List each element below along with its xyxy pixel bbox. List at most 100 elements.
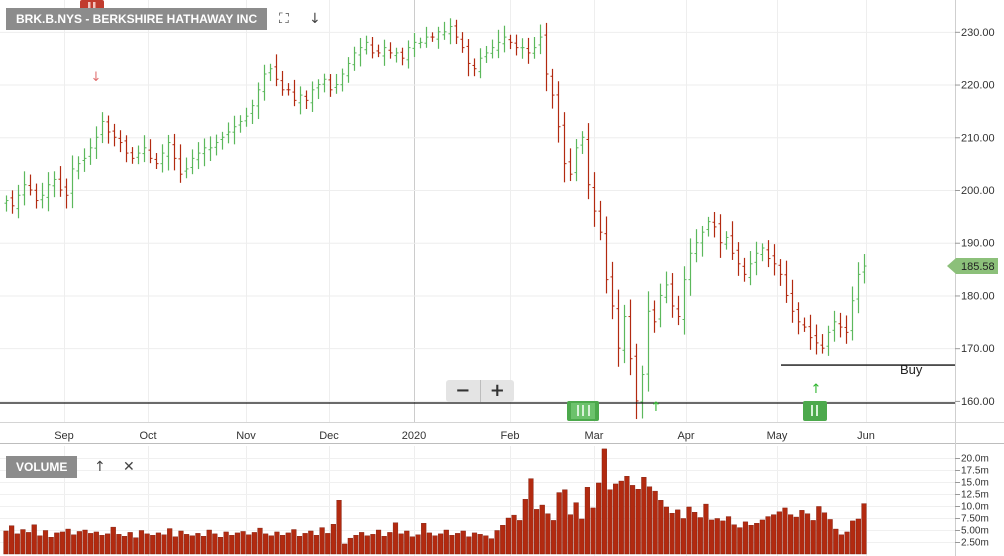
volume-bar — [714, 518, 720, 555]
volume-bar — [105, 533, 111, 555]
volume-bar — [48, 537, 54, 555]
buy-arrow-marker: ↑ — [651, 400, 662, 415]
y-tick-label: 230.00 — [961, 27, 995, 39]
volume-bar — [200, 536, 207, 555]
x-tick-label: May — [767, 430, 788, 442]
volume-bar — [172, 536, 178, 555]
volume-bar — [692, 512, 698, 555]
buy-line-label: Buy — [900, 362, 923, 377]
zoom-in-button[interactable]: + — [479, 380, 515, 402]
volume-bar — [381, 536, 387, 555]
volume-bar — [652, 490, 658, 555]
volume-bar — [82, 529, 88, 555]
volume-bar — [387, 532, 393, 555]
arrow-up-icon[interactable]: ↑ — [94, 459, 106, 475]
volume-bar — [709, 519, 715, 555]
volume-bar — [658, 500, 664, 555]
x-tick-label: Apr — [677, 430, 694, 442]
volume-bar — [274, 531, 280, 555]
zoom-control[interactable]: − + — [446, 380, 514, 402]
price-plot-area — [0, 0, 955, 442]
arrow-down-icon[interactable]: ↓ — [309, 11, 321, 27]
volume-bar — [432, 535, 438, 555]
volume-bar — [392, 522, 399, 555]
volume-bar — [234, 532, 240, 555]
volume-bar — [562, 489, 568, 555]
volume-bar — [675, 509, 681, 555]
volume-bar — [731, 524, 737, 555]
volume-bar — [460, 530, 466, 555]
volume-bar — [782, 507, 788, 555]
volume-bar — [641, 477, 647, 555]
volume-bar — [567, 514, 574, 555]
volume-bar — [364, 535, 370, 555]
symbol-label[interactable]: BRK.B.NYS - BERKSHIRE HATHAWAY INC — [6, 8, 268, 30]
volume-bar — [742, 521, 749, 555]
y-tick-label: 160.00 — [961, 396, 995, 408]
y-tick-label: 210.00 — [961, 132, 995, 144]
volume-bar — [607, 489, 613, 555]
volume-bar — [720, 520, 726, 555]
volume-y-tick-label: 20.0m — [961, 454, 989, 465]
volume-bar — [415, 534, 421, 555]
volume-label[interactable]: VOLUME — [6, 456, 78, 478]
volume-bar — [505, 517, 511, 555]
volume-bar — [161, 534, 167, 555]
volume-bar — [347, 537, 353, 555]
volume-bar — [438, 533, 444, 555]
volume-bar — [93, 531, 99, 555]
volume-bar — [511, 514, 517, 555]
volume-y-tick-label: 10.0m — [961, 502, 989, 513]
volume-bar — [342, 543, 348, 555]
x-tick-label: Jun — [857, 430, 875, 442]
volume-bar — [793, 516, 799, 555]
volume-bar — [330, 524, 336, 555]
volume-bar — [296, 536, 303, 555]
volume-bar — [184, 534, 190, 555]
volume-bar — [821, 512, 828, 555]
volume-bar — [534, 509, 540, 555]
volume-bar — [816, 506, 822, 555]
expand-icon[interactable]: ⛶ — [279, 11, 289, 27]
last-price-tag — [947, 258, 998, 275]
volume-y-tick-label: 7.50m — [961, 514, 989, 525]
volume-bar — [522, 499, 528, 555]
volume-bar — [116, 534, 122, 555]
zoom-out-button[interactable]: − — [455, 380, 471, 401]
volume-bar — [449, 535, 455, 555]
volume-y-tick-label: 17.5m — [961, 466, 989, 477]
volume-bar — [500, 525, 506, 555]
volume-bar — [646, 486, 653, 555]
volume-bar — [150, 535, 156, 555]
volume-bar — [308, 530, 314, 555]
event-badge-mark — [88, 2, 91, 12]
volume-bar — [596, 482, 602, 555]
volume-bar — [409, 536, 415, 555]
volume-bar — [246, 534, 252, 555]
y-tick-label: 190.00 — [961, 238, 995, 250]
volume-bar — [827, 519, 833, 555]
volume-bar — [251, 532, 257, 555]
volume-bar — [133, 537, 139, 555]
volume-bar — [302, 533, 308, 555]
volume-bar — [59, 531, 66, 555]
volume-bar — [443, 529, 449, 555]
volume-y-tick-label: 2.50m — [961, 538, 989, 549]
close-icon[interactable]: ✕ — [123, 459, 135, 475]
volume-bar — [838, 534, 844, 555]
volume-bar — [669, 513, 675, 555]
volume-bar — [788, 514, 794, 555]
volume-bar — [833, 528, 839, 555]
volume-bar — [629, 485, 636, 555]
volume-bar — [466, 536, 472, 555]
volume-bar — [144, 533, 150, 555]
volume-bar — [748, 525, 754, 555]
x-tick-label: Nov — [236, 430, 256, 442]
volume-y-tick-label: 5.00m — [961, 526, 989, 537]
volume-bar — [579, 518, 585, 555]
event-badge-green — [803, 401, 827, 421]
volume-bar — [217, 537, 224, 555]
volume-bar — [127, 532, 133, 555]
y-tick-label: 220.00 — [961, 80, 995, 92]
